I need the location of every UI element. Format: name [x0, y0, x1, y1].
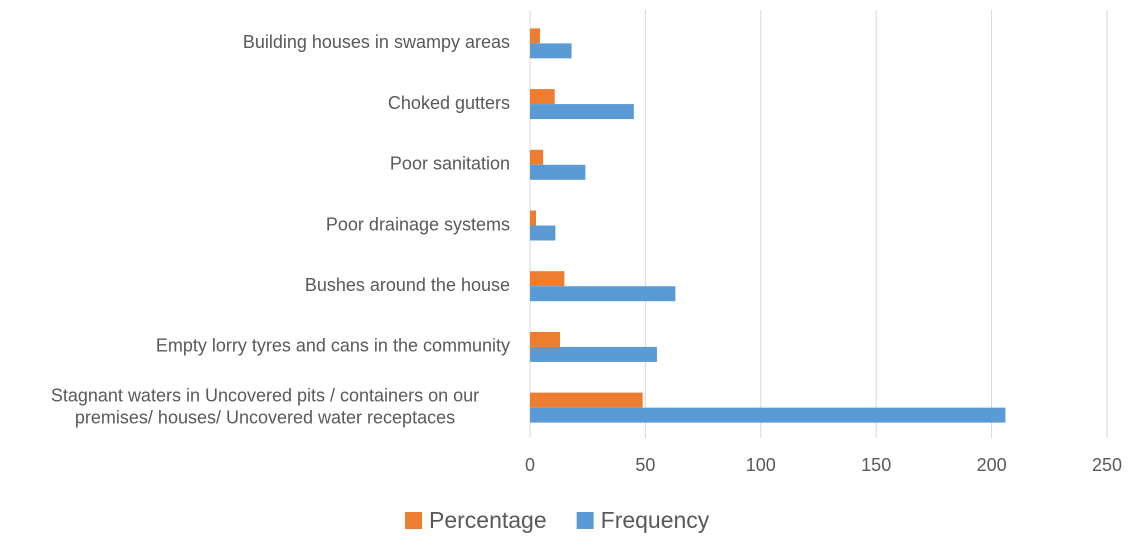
bar: [530, 43, 572, 59]
y-tick-label: Choked gutters: [388, 93, 510, 113]
bar: [530, 407, 1006, 423]
legend-label: Percentage: [429, 507, 547, 533]
bar: [530, 210, 537, 226]
y-tick-label: Empty lorry tyres and cans in the commun…: [156, 336, 510, 356]
bar: [530, 104, 634, 120]
bar: [530, 28, 540, 44]
label-line: premises/ houses/ Uncovered water recept…: [75, 407, 455, 427]
bar: [530, 286, 676, 302]
legend-swatch: [405, 512, 422, 529]
legend-label: Frequency: [601, 507, 710, 533]
x-tick-label: 100: [746, 455, 776, 475]
bar: [530, 225, 556, 241]
bar: [530, 89, 555, 105]
bar: [530, 164, 586, 180]
label-line: Stagnant waters in Uncovered pits / cont…: [51, 385, 479, 405]
x-tick-label: 150: [861, 455, 891, 475]
bar: [530, 346, 657, 362]
x-tick-label: 250: [1092, 455, 1122, 475]
y-tick-label: Building houses in swampy areas: [243, 32, 510, 52]
y-tick-label: Bushes around the house: [305, 275, 510, 295]
y-tick-label: Stagnant waters in Uncovered pits / cont…: [51, 385, 479, 427]
x-tick-label: 50: [635, 455, 655, 475]
y-tick-label: Poor sanitation: [390, 154, 510, 174]
bar: [530, 149, 544, 165]
x-tick-label: 0: [525, 455, 535, 475]
y-tick-label: Poor drainage systems: [326, 214, 510, 234]
legend-swatch: [576, 512, 594, 529]
bar: [530, 392, 643, 408]
bar: [530, 331, 561, 347]
bar: [530, 271, 565, 287]
x-tick-label: 200: [977, 455, 1007, 475]
